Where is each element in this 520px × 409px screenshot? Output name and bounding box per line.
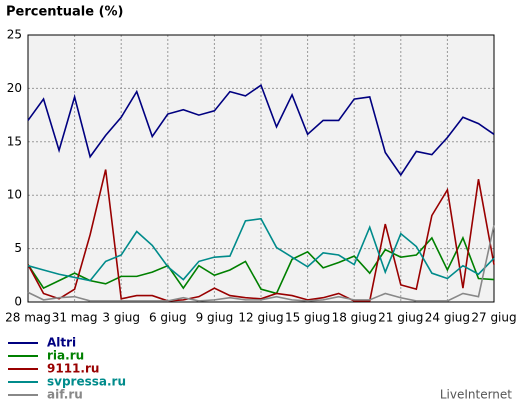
legend-label: 9111.ru (47, 362, 99, 376)
x-tick-label: 21 giug (378, 311, 423, 325)
y-tick-label: 25 (7, 28, 22, 42)
x-tick-label: 12 giug (238, 311, 283, 325)
series-line (27, 224, 495, 302)
x-tick-label: 18 giug (332, 311, 377, 325)
series-line (27, 169, 495, 302)
credit: LiveInternet (440, 388, 512, 402)
plot-border (27, 34, 495, 303)
x-tick-label: 27 giug (471, 311, 516, 325)
chart-title: Percentuale (%) (6, 5, 123, 20)
x-tick-label: 28 mag (5, 311, 51, 325)
legend-label: svpressa.ru (47, 375, 126, 389)
x-tick-label: 31 mag (52, 311, 98, 325)
series-line (27, 217, 495, 282)
series-line (27, 235, 495, 295)
x-tick-label: 15 giug (285, 311, 330, 325)
y-tick-label: 0 (14, 295, 22, 309)
series-line (27, 83, 495, 177)
x-tick-label: 3 giug (102, 311, 140, 325)
x-tick-label: 24 giug (425, 311, 470, 325)
legend-label: Altri (47, 336, 76, 350)
y-tick-label: 10 (7, 188, 22, 202)
y-tick-label: 5 (14, 241, 22, 255)
legend-label: ria.ru (47, 349, 84, 363)
x-tick-label: 6 giug (149, 311, 187, 325)
legend-label: aif.ru (47, 388, 83, 402)
x-tick-label: 9 giug (196, 311, 234, 325)
y-tick-label: 15 (7, 134, 22, 148)
y-tick-label: 20 (7, 81, 22, 95)
